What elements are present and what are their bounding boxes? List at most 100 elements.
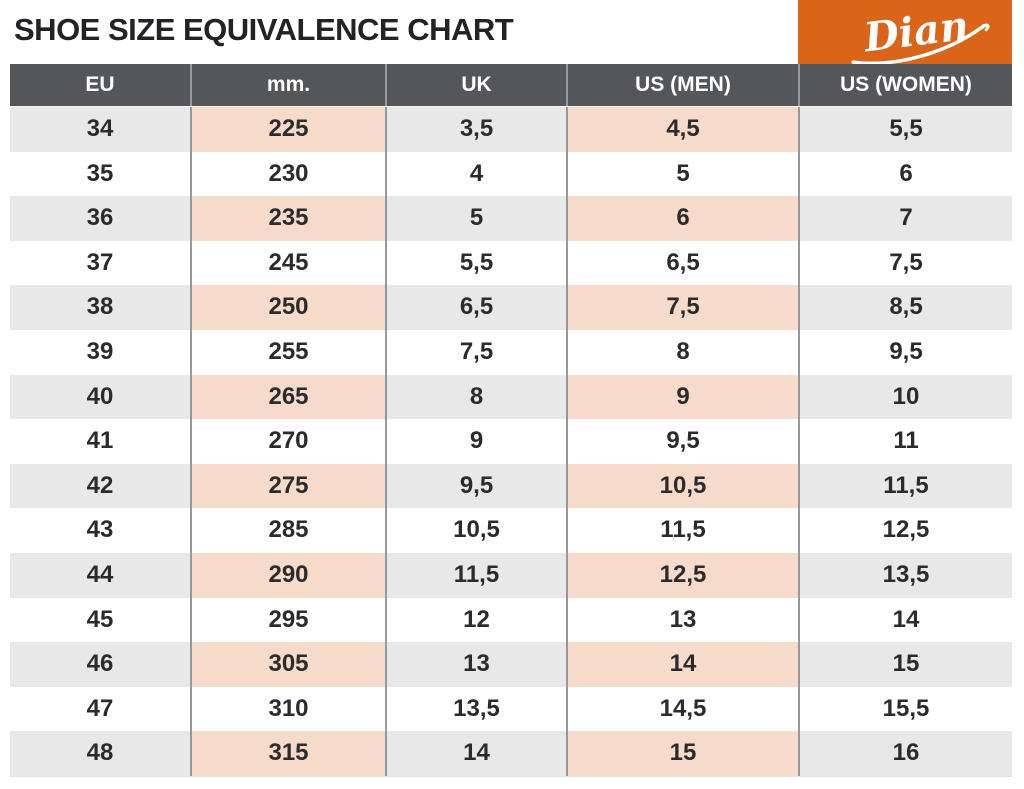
column-header-us-men: US (MEN) — [566, 64, 798, 106]
cell-mm-row-36: 235 — [190, 196, 385, 241]
cell-us-men-row-36: 6 — [566, 196, 798, 241]
cell-mm-row-45: 295 — [190, 597, 385, 643]
cell-us-women-row-39: 9,5 — [798, 329, 1012, 375]
table-row-eu-45: 45 295 12 13 14 — [10, 597, 1012, 643]
table-row-eu-39: 39 255 7,5 8 9,5 — [10, 329, 1012, 375]
cell-uk-row-48: 14 — [385, 731, 566, 776]
cell-uk-row-41: 9 — [385, 419, 566, 464]
cell-mm-row-38: 250 — [190, 285, 385, 330]
cell-eu-row-44: 44 — [86, 560, 114, 588]
table-row-eu-43: 43 285 10,5 11,5 12,5 — [10, 508, 1012, 553]
cell-uk-row-38: 6,5 — [385, 285, 566, 330]
cell-us-women-row-35: 6 — [798, 151, 1012, 197]
cell-us-women-row-36: 7 — [798, 196, 1012, 241]
table-row-eu-34: 34 225 3,5 4,5 5,5 — [10, 107, 1012, 152]
column-header-mm: mm. — [190, 64, 385, 106]
cell-eu-row-36: 36 — [86, 204, 114, 232]
table-body: 34 225 3,5 4,5 5,5 35 230 4 5 6 36 235 5 6 7 37 245 5,5 6,… — [10, 107, 1012, 776]
table-row-eu-46: 46 305 13 14 15 — [10, 642, 1012, 687]
cell-us-women-row-48: 16 — [798, 731, 1012, 776]
cell-us-women-row-34: 5,5 — [798, 107, 1012, 152]
cell-mm-row-37: 245 — [190, 240, 385, 286]
table-row-eu-47: 47 310 13,5 14,5 15,5 — [10, 686, 1012, 732]
brand-logo-box: Dian — [798, 0, 1012, 66]
cell-us-women-row-45: 14 — [798, 597, 1012, 643]
cell-uk-row-34: 3,5 — [385, 107, 566, 152]
cell-mm-row-41: 270 — [190, 419, 385, 464]
cell-eu-row-34: 34 — [86, 115, 114, 142]
table-row-eu-44: 44 290 11,5 12,5 13,5 — [10, 552, 1012, 598]
cell-eu-row-35: 35 — [86, 159, 114, 187]
cell-us-women-row-38: 8,5 — [798, 285, 1012, 330]
cell-mm-row-42: 275 — [190, 463, 385, 509]
table-row-eu-41: 41 270 9 9,5 11 — [10, 419, 1012, 464]
cell-us-women-row-47: 15,5 — [798, 686, 1012, 732]
cell-mm-row-44: 290 — [190, 552, 385, 598]
cell-uk-row-45: 12 — [385, 597, 566, 643]
cell-uk-row-43: 10,5 — [385, 508, 566, 553]
table-header-row: EU mm. UK US (MEN) US (WOMEN) — [10, 64, 1012, 107]
cell-eu-row-47: 47 — [86, 694, 114, 722]
table-row-eu-37: 37 245 5,5 6,5 7,5 — [10, 240, 1012, 286]
cell-uk-row-47: 13,5 — [385, 686, 566, 732]
cell-us-men-row-39: 8 — [566, 329, 798, 375]
cell-us-men-row-35: 5 — [566, 151, 798, 197]
cell-us-men-row-40: 9 — [566, 374, 798, 420]
cell-mm-row-47: 310 — [190, 686, 385, 732]
page-title: SHOE SIZE EQUIVALENCE CHART — [14, 12, 514, 47]
cell-eu-row-42: 42 — [86, 471, 114, 499]
cell-us-men-row-43: 11,5 — [566, 508, 798, 553]
table-row-eu-42: 42 275 9,5 10,5 11,5 — [10, 463, 1012, 509]
cell-mm-row-46: 305 — [190, 642, 385, 687]
cell-us-men-row-38: 7,5 — [566, 285, 798, 330]
dian-logo-icon: Dian — [851, 2, 990, 66]
cell-us-men-row-42: 10,5 — [566, 463, 798, 509]
cell-mm-row-39: 255 — [190, 329, 385, 375]
cell-uk-row-40: 8 — [385, 374, 566, 420]
cell-eu-row-46: 46 — [86, 650, 114, 678]
cell-us-women-row-41: 11 — [798, 419, 1012, 464]
cell-mm-row-34: 225 — [190, 107, 385, 152]
cell-us-men-row-37: 6,5 — [566, 240, 798, 286]
cell-us-men-row-34: 4,5 — [566, 107, 798, 152]
cell-uk-row-39: 7,5 — [385, 329, 566, 375]
cell-eu-row-37: 37 — [86, 248, 114, 276]
cell-us-women-row-44: 13,5 — [798, 552, 1012, 598]
cell-mm-row-43: 285 — [190, 508, 385, 553]
cell-uk-row-42: 9,5 — [385, 463, 566, 509]
cell-us-women-row-46: 15 — [798, 642, 1012, 687]
cell-us-women-row-43: 12,5 — [798, 508, 1012, 553]
column-header-uk: UK — [385, 64, 566, 106]
table-row-eu-35: 35 230 4 5 6 — [10, 151, 1012, 197]
column-header-eu: EU — [85, 73, 115, 96]
table-row-eu-36: 36 235 5 6 7 — [10, 196, 1012, 241]
table-row-eu-40: 40 265 8 9 10 — [10, 374, 1012, 420]
cell-uk-row-44: 11,5 — [385, 552, 566, 598]
cell-eu-row-38: 38 — [86, 293, 114, 321]
cell-us-men-row-44: 12,5 — [566, 552, 798, 598]
cell-mm-row-48: 315 — [190, 731, 385, 776]
column-header-us-women: US (WOMEN) — [798, 64, 1012, 106]
size-equivalence-table: EU mm. UK US (MEN) US (WOMEN) 34 225 3,5 4,5 5,5… — [10, 64, 1012, 777]
cell-mm-row-40: 265 — [190, 374, 385, 420]
cell-mm-row-35: 230 — [190, 151, 385, 197]
cell-eu-row-41: 41 — [86, 427, 114, 455]
svg-text:Dian: Dian — [860, 2, 971, 62]
cell-uk-row-37: 5,5 — [385, 240, 566, 286]
cell-uk-row-46: 13 — [385, 642, 566, 687]
cell-uk-row-35: 4 — [385, 151, 566, 197]
cell-us-men-row-41: 9,5 — [566, 419, 798, 464]
cell-eu-row-48: 48 — [86, 739, 114, 767]
cell-eu-row-39: 39 — [86, 337, 114, 365]
cell-us-women-row-42: 11,5 — [798, 463, 1012, 509]
cell-eu-row-45: 45 — [86, 605, 114, 633]
cell-uk-row-36: 5 — [385, 196, 566, 241]
cell-us-men-row-48: 15 — [566, 731, 798, 776]
cell-us-women-row-37: 7,5 — [798, 240, 1012, 286]
table-row-eu-38: 38 250 6,5 7,5 8,5 — [10, 285, 1012, 330]
cell-us-women-row-40: 10 — [798, 374, 1012, 420]
cell-us-men-row-46: 14 — [566, 642, 798, 687]
cell-eu-row-40: 40 — [86, 382, 114, 410]
cell-us-men-row-47: 14,5 — [566, 686, 798, 732]
